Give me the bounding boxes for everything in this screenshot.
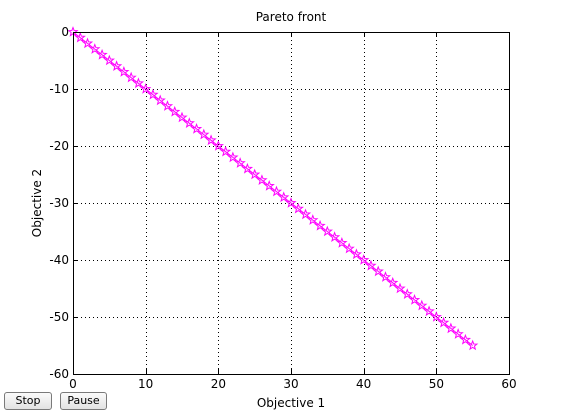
x-tick-label: 60 [501, 377, 516, 391]
data-point-star-marker [372, 265, 384, 277]
data-point-star-marker [183, 117, 195, 128]
data-point-star-marker [314, 219, 326, 231]
data-point-star-marker [328, 231, 341, 242]
data-point-star-marker [437, 316, 450, 328]
data-point-star-marker [379, 271, 392, 282]
data-point-star-marker [140, 83, 152, 94]
data-point-star-marker [96, 48, 108, 60]
data-point-star-marker [387, 276, 399, 288]
data-point-star-marker [365, 259, 377, 271]
data-point-star-marker [212, 140, 224, 151]
data-point-star-marker [81, 37, 94, 49]
data-point-star-marker [219, 145, 232, 157]
x-tick-label: 40 [356, 377, 371, 391]
x-axis-label: Objective 1 [257, 396, 325, 410]
data-point-star-marker [423, 305, 435, 317]
data-point-star-marker [74, 31, 86, 43]
y-tick-label: -50 [49, 310, 69, 324]
data-point-star-marker [256, 174, 268, 185]
data-point-star-marker [176, 111, 188, 123]
tick-marks [73, 32, 510, 375]
data-point-star-marker [445, 322, 457, 334]
data-point-star-marker [205, 134, 217, 146]
chart-title: Pareto front [256, 10, 327, 24]
stop-button[interactable]: Stop [4, 392, 52, 410]
data-point-star-marker [285, 197, 297, 208]
data-point-star-marker [278, 191, 290, 203]
data-point-star-marker [459, 333, 472, 345]
pause-button[interactable]: Pause [60, 392, 107, 410]
y-axis-label: Objective 2 [30, 169, 44, 237]
y-tick-label: -20 [49, 139, 69, 153]
data-point-star-marker [350, 248, 363, 260]
data-point-star-marker [118, 65, 130, 77]
data-point-star-marker [408, 293, 421, 305]
data-point-star-marker [241, 162, 254, 174]
y-tick-label: -40 [49, 253, 69, 267]
y-tick-label: -60 [49, 367, 69, 381]
y-tick-label: -10 [49, 82, 69, 96]
data-markers [67, 26, 479, 351]
data-point-star-marker [416, 299, 428, 311]
data-point-star-marker [125, 71, 137, 83]
x-tick-label: 10 [138, 377, 153, 391]
data-point-star-marker [467, 339, 479, 351]
x-tick-label: 30 [283, 377, 298, 391]
data-point-star-marker [263, 179, 275, 191]
data-point-star-marker [321, 225, 333, 237]
data-point-star-marker [227, 151, 239, 163]
data-point-star-marker [336, 236, 348, 248]
tick-labels: 0 10 20 30 40 50 60 0 -10 -20 -30 -40 -50 -60 [49, 25, 516, 391]
data-point-star-marker [430, 311, 442, 322]
data-point-star-marker [307, 214, 319, 225]
data-point-star-marker [147, 88, 159, 100]
data-point-star-marker [270, 185, 283, 197]
x-tick-label: 20 [211, 377, 226, 391]
data-point-star-marker [401, 288, 413, 299]
data-point-star-marker [292, 202, 304, 214]
x-tick-label: 50 [429, 377, 444, 391]
data-point-star-marker [169, 105, 181, 117]
y-tick-label: 0 [61, 25, 69, 39]
data-point-star-marker [190, 122, 203, 134]
data-point-star-marker [103, 54, 115, 66]
series-line [72, 31, 473, 346]
data-point-star-marker [234, 157, 246, 168]
data-point-star-marker [299, 208, 312, 220]
data-point-star-marker [394, 282, 406, 294]
y-tick-label: -30 [49, 196, 69, 210]
data-point-star-marker [249, 168, 261, 180]
data-point-star-marker [154, 94, 166, 106]
data-point-star-marker [161, 100, 174, 111]
data-point-star-marker [198, 128, 210, 140]
data-point-star-marker [452, 328, 464, 339]
data-point-star-marker [89, 43, 101, 54]
series-polyline [72, 31, 473, 346]
data-point-star-marker [110, 60, 123, 71]
data-point-star-marker [358, 254, 370, 265]
data-point-star-marker [343, 242, 355, 254]
data-point-star-marker [132, 77, 145, 89]
x-tick-label: 0 [69, 377, 77, 391]
